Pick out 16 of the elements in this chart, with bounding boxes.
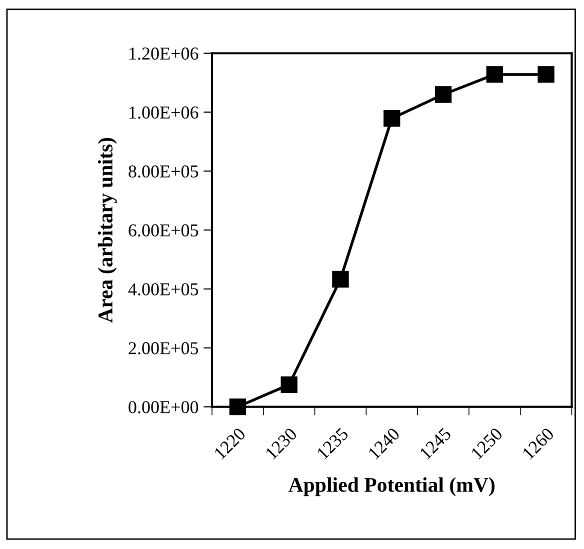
y-tick-label: 0.00E+00 <box>128 401 198 414</box>
y-tick-label: 2.00E+05 <box>128 342 198 354</box>
point <box>229 398 246 416</box>
y-tick-label: 4.00E+05 <box>128 283 198 296</box>
y-tick-label: 8.00E+05 <box>128 165 198 178</box>
y-tick-label: 1.20E+06 <box>130 48 198 60</box>
y-tick-label: 6.00E+05 <box>128 224 198 237</box>
y-axis-title: Area (arbitary units) <box>98 138 117 323</box>
point <box>538 66 554 83</box>
point <box>280 376 298 394</box>
point <box>332 270 349 288</box>
x-axis-title: Applied Potential (mV) <box>288 477 495 496</box>
point <box>434 86 452 103</box>
y-tick-label: 1.00E+06 <box>130 106 198 119</box>
point <box>384 110 400 127</box>
point <box>486 66 503 83</box>
